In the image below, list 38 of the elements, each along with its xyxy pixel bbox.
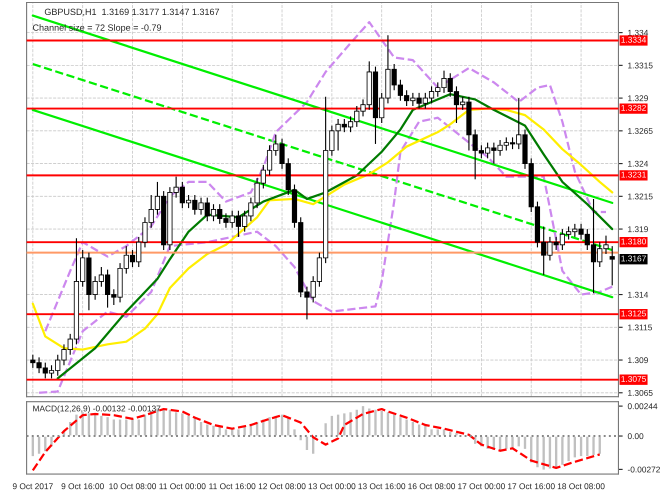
candlestick — [610, 246, 615, 286]
ref-line-label: 1.3282 — [621, 104, 646, 111]
y-tick-label: 0.00244 — [628, 403, 658, 410]
line-series — [38, 116, 614, 394]
y-tick-label: 1.3265 — [628, 128, 653, 134]
ref-line-label: 1.3075 — [621, 376, 646, 382]
x-tick-label: 13 Oct 00:00 — [308, 483, 356, 490]
annotation: MACD(12,26,9) -0.00132 -0.00137 — [33, 405, 160, 414]
ref-line-label: 1.3125 — [621, 310, 646, 316]
y-tick-label: 1.3215 — [628, 194, 653, 200]
x-tick-label: 17 Oct 16:00 — [508, 483, 555, 490]
x-tick-label: 18 Oct 08:00 — [558, 483, 605, 490]
ref-line-label: 1.3231 — [621, 172, 646, 178]
x-tick-label: 13 Oct 16:00 — [358, 483, 406, 490]
x-tick-label: 10 Oct 08:00 — [109, 483, 156, 490]
line-series — [56, 93, 614, 380]
x-tick-label: 11 Oct 16:00 — [209, 483, 256, 490]
y-tick-label: 1.324 — [628, 160, 648, 167]
annotation: 1.3167 — [621, 256, 646, 262]
y-tick-label: 1.3115 — [628, 324, 652, 330]
x-tick-label: 17 Oct 00:00 — [458, 483, 505, 490]
y-tick-label: 1.329 — [628, 95, 648, 102]
y-tick-label: 0.00 — [628, 433, 644, 440]
y-tick-label: 1.3065 — [628, 390, 653, 396]
x-tick-label: 9 Oct 16:00 — [62, 483, 104, 490]
x-tick-label: 16 Oct 08:00 — [408, 483, 456, 490]
y-tick-label: -0.00272 — [628, 466, 660, 472]
y-tick-label: 1.309 — [628, 357, 648, 364]
y-tick-label: 1.3315 — [628, 62, 653, 68]
x-tick-label: 9 Oct 2017 — [12, 483, 53, 490]
x-tick-label: 11 Oct 00:00 — [159, 483, 206, 490]
y-tick-label: 1.319 — [628, 226, 648, 232]
y-tick-label: 1.314 — [628, 292, 648, 298]
x-tick-label: 12 Oct 08:00 — [258, 483, 306, 490]
ref-line-label: 1.3180 — [621, 238, 646, 244]
ref-line-label: 1.3334 — [621, 36, 646, 43]
y-tick-label: 1.334 — [628, 30, 648, 36]
text: GBPUSD,H1 1.3169 1.3177 1.3147 1.3167 — [44, 8, 220, 16]
